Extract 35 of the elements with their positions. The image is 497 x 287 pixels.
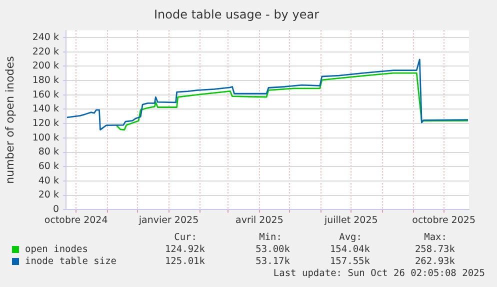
y-tick-label: 180 k (32, 75, 60, 86)
text: 53.17k (256, 256, 290, 267)
legend-label: inode table size (24, 256, 117, 267)
x-tick-label: juillet 2025 (323, 214, 378, 226)
x-tick-label: janvier 2025 (138, 214, 199, 226)
y-axis-title: number of open inodes (3, 56, 16, 184)
y-tick-label: 140 k (32, 104, 60, 115)
text: Last update: Sun Oct 26 02:05:08 2025 (273, 268, 485, 279)
legend-label: open inodes (24, 244, 88, 255)
y-tick-label: 240 k (32, 32, 60, 44)
y-tick-label: 160 k (32, 89, 60, 100)
y-tick-label: 220 k (32, 46, 60, 58)
y-tick-label: 120 k (32, 118, 60, 130)
y-tick-label: 80 k (38, 146, 60, 158)
y-tick-label: 0 (52, 204, 59, 216)
y-tick-label: 40 k (38, 175, 60, 186)
text: 124.92k (164, 244, 205, 255)
y-tick-label: 200 k (32, 60, 60, 72)
text: Min: (259, 232, 282, 243)
y-tick-label: 60 k (38, 161, 60, 172)
text: 262.93k (414, 256, 455, 267)
text: 125.01k (164, 256, 205, 267)
x-tick-label: octobre 2025 (412, 214, 476, 226)
y-tick-label: 100 k (32, 132, 60, 144)
text: Avg: (339, 232, 362, 243)
x-tick-label: avril 2025 (236, 214, 284, 226)
text: Max: (424, 232, 447, 243)
x-tick-label: octobre 2024 (44, 214, 108, 226)
text: 53.00k (256, 244, 290, 255)
text: 154.04k (330, 244, 370, 255)
y-tick-label: 20 k (38, 190, 60, 201)
text: 258.73k (414, 244, 455, 255)
text: Cur: (174, 232, 197, 243)
chart-title: Inode table usage - by year (154, 7, 320, 22)
text: 157.55k (330, 256, 370, 267)
